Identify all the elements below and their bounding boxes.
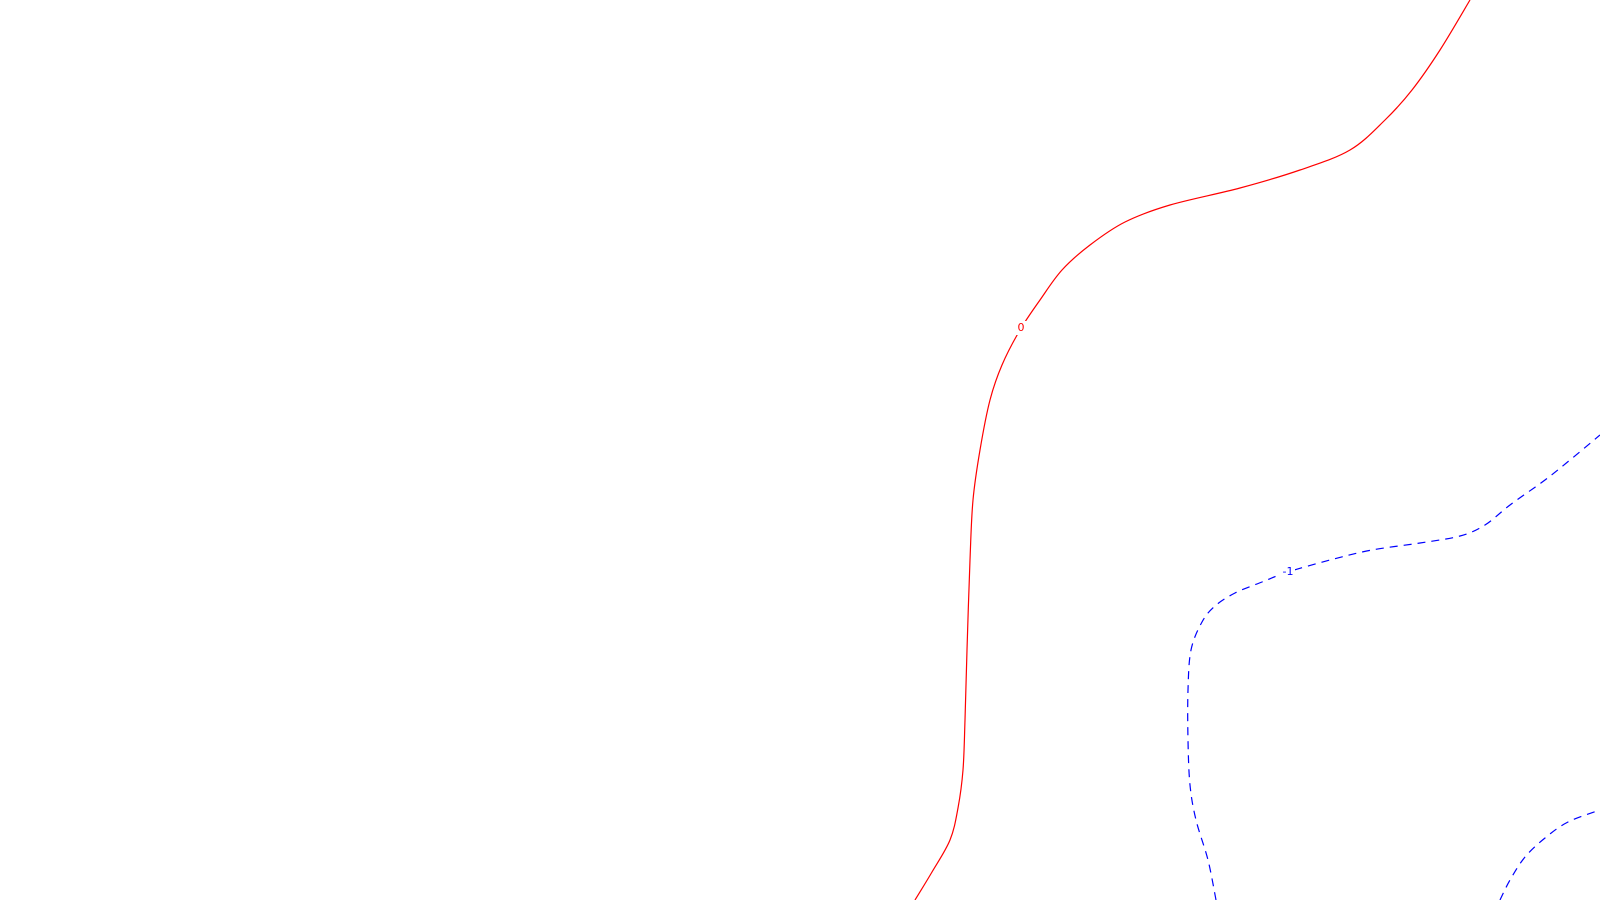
contour-label-0-0: 0 [1018, 321, 1025, 334]
contour-level-1: -1 [1187, 434, 1600, 900]
contour-line-1-1 [1499, 809, 1600, 900]
contour-label-background-0-0 [1014, 321, 1028, 335]
contour-line-0-0 [914, 0, 1471, 900]
contour-level-0: 0 [914, 0, 1471, 900]
contour-line-1-0 [1187, 434, 1600, 900]
contour-label-background-1-0 [1281, 565, 1295, 579]
contour-label-1-0: -1 [1283, 565, 1294, 578]
